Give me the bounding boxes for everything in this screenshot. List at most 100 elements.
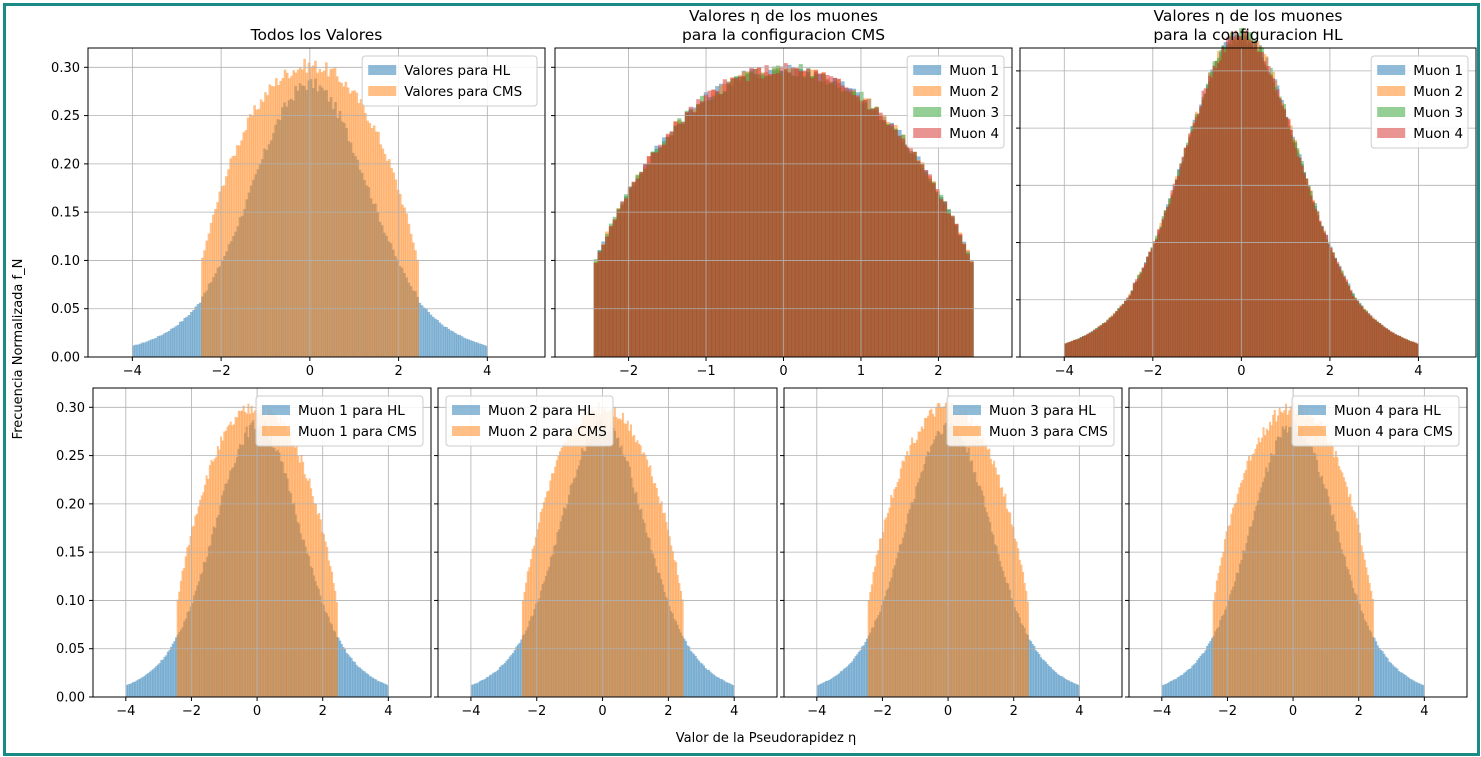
histogram-bar (194, 306, 198, 357)
histogram-bar (859, 650, 862, 697)
legend: Muon 3 para HL Muon 3 para CMS (946, 395, 1115, 447)
histogram-bar (283, 69, 287, 357)
histogram-bar (688, 106, 693, 357)
histogram-bar (709, 671, 712, 697)
histogram-bar (948, 405, 951, 697)
histogram-bar (665, 521, 668, 697)
histogram-bar (150, 339, 153, 357)
histogram-bar (1287, 118, 1291, 357)
histogram-bar (946, 404, 949, 697)
histogram-bar (141, 342, 144, 357)
legend-box (906, 55, 1005, 149)
histogram-bar (694, 655, 697, 697)
histogram-bar (345, 652, 348, 697)
histogram-bar (422, 307, 426, 357)
histogram-bar (1075, 339, 1078, 357)
histogram-bar (967, 422, 970, 697)
histogram-bar (208, 465, 211, 697)
histogram-bar (1171, 680, 1174, 697)
histogram-bar (872, 572, 875, 697)
histogram-bar (893, 488, 896, 697)
legend-swatch (1377, 128, 1406, 138)
histogram-bar (322, 70, 326, 357)
histogram-bar (189, 536, 192, 697)
histogram-bar (294, 447, 297, 697)
histogram-bar (973, 425, 976, 697)
histogram-bar (1219, 60, 1222, 358)
chart-panel-6: −4 −2 0 2 4 Muon 3 para HL Muon 3 para CMS (780, 387, 1123, 719)
histogram-bar (649, 465, 652, 697)
histogram-bar (996, 474, 999, 697)
histogram-bar (1252, 42, 1256, 357)
x-tick-label: −2 (1218, 704, 1237, 719)
histogram-bar (192, 525, 195, 697)
histogram-bar (1328, 443, 1331, 697)
histogram-bar (1143, 263, 1147, 357)
histogram-bar (1369, 315, 1373, 357)
histogram-bar (498, 666, 501, 697)
histogram-bar (1141, 267, 1145, 357)
histogram-bar (218, 449, 221, 697)
histogram-bar (696, 658, 699, 697)
histogram-bar (909, 444, 912, 697)
histogram-bar (718, 94, 724, 357)
histogram-bar (642, 452, 645, 697)
histogram-bar (1095, 329, 1098, 357)
histogram-bar (1249, 460, 1252, 697)
histogram-bar (533, 545, 536, 697)
histogram-bar (1323, 429, 1326, 697)
histogram-bar (1036, 651, 1039, 697)
histogram-bar (716, 676, 719, 697)
histogram-bar (958, 234, 963, 357)
histogram-bar (1331, 445, 1334, 697)
histogram-bar (1165, 683, 1168, 697)
histogram-bar (546, 491, 549, 697)
histogram-bar (213, 458, 216, 697)
histogram-bar (150, 670, 153, 697)
histogram-bar (662, 513, 665, 697)
histogram-bar (1241, 39, 1244, 358)
histogram-bar (271, 413, 274, 697)
histogram-bar (212, 461, 215, 697)
histogram-bar (869, 592, 872, 697)
histogram-bar (414, 250, 417, 357)
histogram-bar (505, 660, 508, 697)
histogram-bar (604, 406, 607, 697)
histogram-bar (904, 145, 910, 357)
histogram-bar (163, 333, 167, 357)
histogram-bar (711, 673, 714, 697)
y-tick-label: 0.25 (51, 109, 80, 124)
histogram-bar (1399, 672, 1402, 697)
legend-label: Muon 3 para CMS (989, 424, 1108, 440)
histogram-bar (1056, 673, 1059, 697)
histogram-bar (928, 410, 931, 697)
histogram-bar (634, 442, 637, 697)
histogram-bar (563, 440, 566, 697)
histogram-bar (1320, 422, 1323, 697)
histogram-bar (1412, 680, 1415, 697)
histogram-bar (1023, 582, 1026, 697)
histogram-bar (1223, 539, 1226, 697)
histogram-bar (296, 69, 300, 358)
legend-label: Muon 4 (949, 126, 999, 142)
histogram-bar (730, 77, 735, 358)
histogram-bar (1347, 496, 1350, 697)
histogram-bar (1199, 655, 1202, 697)
histogram-bar (1327, 243, 1331, 357)
histogram-bar (192, 309, 195, 357)
histogram-bar (692, 111, 697, 357)
x-tick-label: 0 (598, 704, 606, 719)
histogram-bar (753, 68, 758, 357)
legend-swatch (1377, 107, 1406, 117)
histogram-bar (186, 547, 189, 697)
histogram-bar (515, 646, 518, 697)
histogram-bar (1223, 52, 1227, 357)
x-tick-label: 4 (730, 704, 738, 719)
histogram-bar (700, 101, 705, 357)
histogram-bar (184, 556, 187, 697)
histogram-bar (1283, 109, 1287, 357)
histogram-bar (911, 437, 914, 697)
histogram-bar (737, 76, 743, 358)
histogram-bar (1280, 411, 1283, 697)
x-tick-label: −4 (116, 704, 135, 719)
